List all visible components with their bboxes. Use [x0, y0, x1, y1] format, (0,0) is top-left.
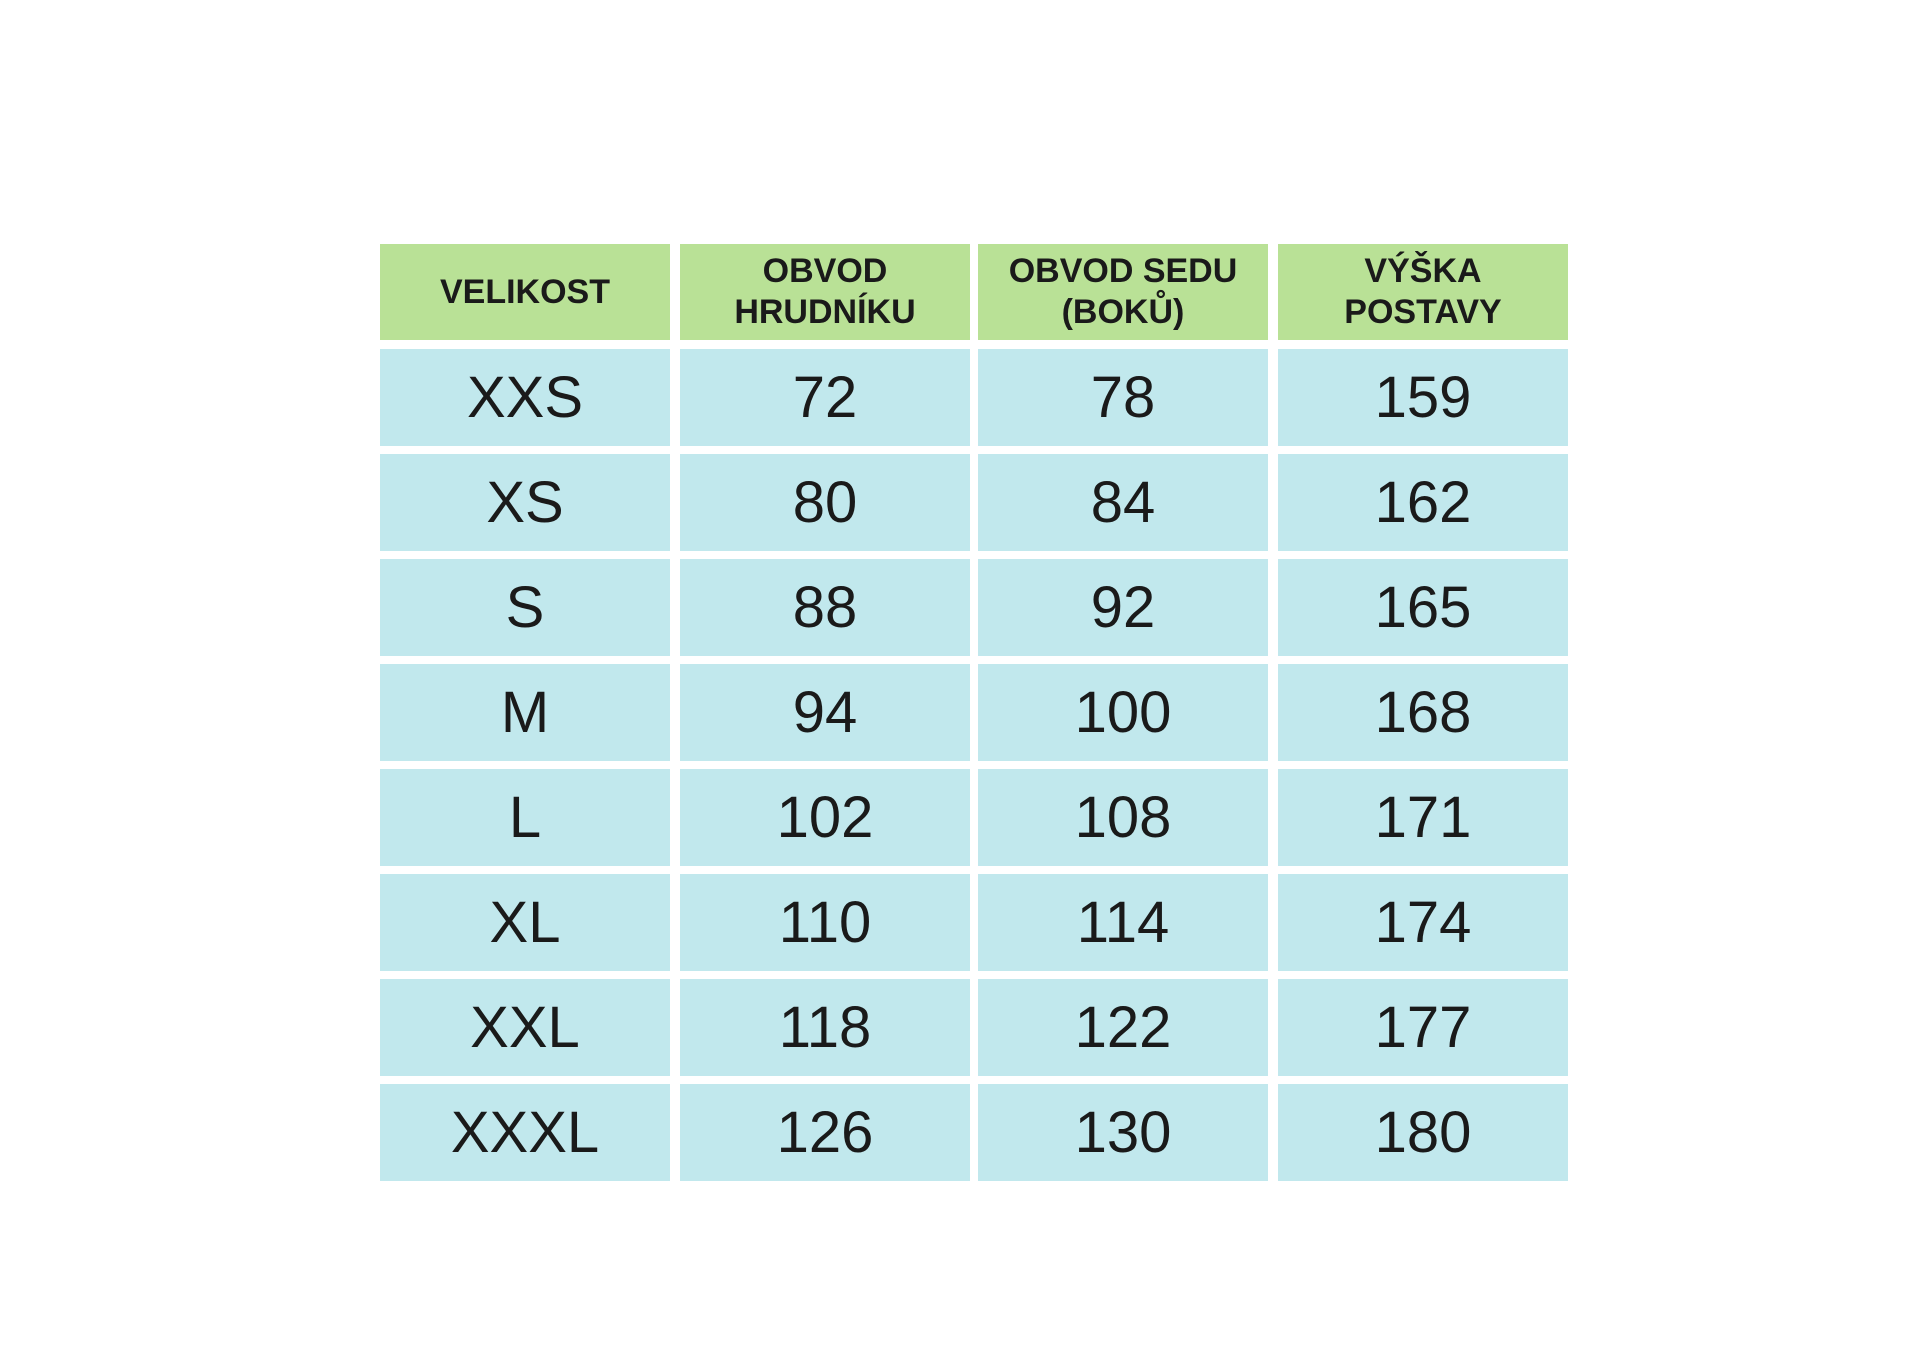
- table-cell: XS: [380, 454, 670, 551]
- header-cell: OBVOD HRUDNÍKU: [680, 244, 970, 340]
- header-cell: VÝŠKA POSTAVY: [1278, 244, 1568, 340]
- table-cell: 177: [1278, 979, 1568, 1076]
- table-cell: XXS: [380, 349, 670, 446]
- table-cell: 110: [680, 874, 970, 971]
- table-cell: 114: [978, 874, 1268, 971]
- table-cell: M: [380, 664, 670, 761]
- table-cell: 100: [978, 664, 1268, 761]
- table-cell: XL: [380, 874, 670, 971]
- table-cell: 88: [680, 559, 970, 656]
- table-cell: 108: [978, 769, 1268, 866]
- table-cell: 94: [680, 664, 970, 761]
- table-cell: 130: [978, 1084, 1268, 1181]
- table-cell: 165: [1278, 559, 1568, 656]
- table-cell: 122: [978, 979, 1268, 1076]
- header-cell: VELIKOST: [380, 244, 670, 340]
- table-cell: XXL: [380, 979, 670, 1076]
- header-cell: OBVOD SEDU (BOKŮ): [978, 244, 1268, 340]
- table-cell: 102: [680, 769, 970, 866]
- table-cell: 159: [1278, 349, 1568, 446]
- table-cell: 174: [1278, 874, 1568, 971]
- table-cell: 80: [680, 454, 970, 551]
- table-cell: S: [380, 559, 670, 656]
- table-cell: 92: [978, 559, 1268, 656]
- table-cell: XXXL: [380, 1084, 670, 1181]
- table-cell: 72: [680, 349, 970, 446]
- table-cell: 118: [680, 979, 970, 1076]
- table-cell: L: [380, 769, 670, 866]
- table-cell: 162: [1278, 454, 1568, 551]
- table-cell: 84: [978, 454, 1268, 551]
- table-cell: 171: [1278, 769, 1568, 866]
- table-cell: 78: [978, 349, 1268, 446]
- table-cell: 126: [680, 1084, 970, 1181]
- table-cell: 180: [1278, 1084, 1568, 1181]
- table-cell: 168: [1278, 664, 1568, 761]
